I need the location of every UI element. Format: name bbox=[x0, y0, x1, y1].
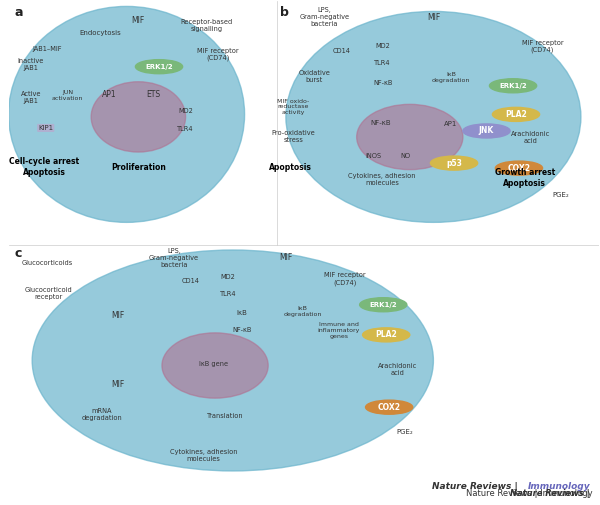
Text: Receptor-based
signalling: Receptor-based signalling bbox=[180, 19, 232, 32]
Text: IκB: IκB bbox=[236, 310, 247, 316]
Text: Nature Reviews |: Nature Reviews | bbox=[432, 482, 521, 491]
Text: iNOS: iNOS bbox=[365, 153, 381, 159]
Text: b: b bbox=[280, 7, 289, 19]
Ellipse shape bbox=[91, 82, 185, 152]
Text: MD2: MD2 bbox=[221, 274, 235, 280]
Text: TLR4: TLR4 bbox=[220, 291, 236, 296]
Text: p53: p53 bbox=[446, 159, 462, 168]
Text: JUN
activation: JUN activation bbox=[52, 90, 83, 101]
Text: a: a bbox=[14, 7, 23, 19]
Text: PLA2: PLA2 bbox=[505, 110, 527, 119]
Ellipse shape bbox=[136, 60, 182, 74]
Ellipse shape bbox=[8, 7, 245, 222]
Text: KIP1: KIP1 bbox=[38, 125, 53, 131]
Text: Nature Reviews |: Nature Reviews | bbox=[510, 488, 593, 497]
Text: mRNA
degradation: mRNA degradation bbox=[82, 408, 122, 421]
Text: Glucocorticoids: Glucocorticoids bbox=[21, 260, 73, 266]
Ellipse shape bbox=[365, 400, 413, 414]
Text: CD14: CD14 bbox=[181, 278, 199, 284]
Text: Immune and
inflammatory
genes: Immune and inflammatory genes bbox=[318, 322, 360, 339]
Text: Glucocorticoid
receptor: Glucocorticoid receptor bbox=[25, 287, 73, 300]
Text: MIF: MIF bbox=[111, 311, 124, 320]
Ellipse shape bbox=[162, 333, 268, 398]
Ellipse shape bbox=[496, 161, 542, 175]
Text: NF-κB: NF-κB bbox=[370, 120, 391, 126]
Text: Arachidonic
acid: Arachidonic acid bbox=[379, 363, 418, 376]
Text: MD2: MD2 bbox=[178, 108, 193, 114]
Ellipse shape bbox=[362, 328, 410, 342]
Text: Arachidonic
acid: Arachidonic acid bbox=[511, 131, 550, 144]
Text: LPS,
Gram-negative
bacteria: LPS, Gram-negative bacteria bbox=[299, 8, 349, 27]
Text: COX2: COX2 bbox=[377, 402, 401, 412]
Text: NF-κB: NF-κB bbox=[232, 327, 251, 333]
Text: Cell-cycle arrest
Apoptosis: Cell-cycle arrest Apoptosis bbox=[9, 158, 79, 177]
Text: Endocytosis: Endocytosis bbox=[79, 29, 121, 35]
Text: MIF: MIF bbox=[132, 16, 145, 25]
Text: IκB
degradation: IκB degradation bbox=[432, 72, 470, 83]
Text: TLR4: TLR4 bbox=[177, 126, 194, 132]
Text: MD2: MD2 bbox=[375, 42, 390, 48]
Text: Apoptosis: Apoptosis bbox=[269, 163, 312, 172]
Text: Pro-oxidative
stress: Pro-oxidative stress bbox=[272, 130, 316, 143]
Text: MIF: MIF bbox=[111, 380, 124, 388]
Text: NO: NO bbox=[400, 153, 410, 159]
Text: Cytokines, adhesion
molecules: Cytokines, adhesion molecules bbox=[349, 173, 416, 186]
Text: TLR4: TLR4 bbox=[374, 60, 391, 66]
Text: c: c bbox=[14, 247, 22, 261]
Text: PGE₂: PGE₂ bbox=[397, 429, 413, 435]
Text: Oxidative
burst: Oxidative burst bbox=[298, 70, 330, 83]
Text: MIF receptor
(CD74): MIF receptor (CD74) bbox=[522, 40, 563, 54]
Text: CD14: CD14 bbox=[333, 47, 351, 54]
Text: Nature Reviews | Immunology: Nature Reviews | Immunology bbox=[466, 488, 593, 497]
Text: Proliferation: Proliferation bbox=[111, 163, 166, 172]
Ellipse shape bbox=[493, 108, 539, 121]
Text: Growth arrest
Apoptosis: Growth arrest Apoptosis bbox=[495, 169, 555, 188]
Text: PLA2: PLA2 bbox=[376, 330, 397, 339]
Text: AP1: AP1 bbox=[101, 90, 116, 99]
Text: Active
JAB1: Active JAB1 bbox=[21, 91, 41, 105]
Text: PGE₂: PGE₂ bbox=[552, 192, 569, 198]
Text: ERK1/2: ERK1/2 bbox=[145, 64, 173, 70]
Text: IκB gene: IκB gene bbox=[199, 361, 229, 367]
Text: MIF: MIF bbox=[427, 13, 440, 22]
Ellipse shape bbox=[430, 156, 478, 170]
Text: MIF receptor
(CD74): MIF receptor (CD74) bbox=[197, 48, 239, 62]
Text: COX2: COX2 bbox=[508, 164, 530, 173]
Ellipse shape bbox=[490, 79, 536, 93]
Text: MIF oxido-
reductase
activity: MIF oxido- reductase activity bbox=[277, 98, 309, 115]
Ellipse shape bbox=[359, 298, 407, 312]
Text: Immunology: Immunology bbox=[528, 482, 590, 491]
Ellipse shape bbox=[463, 124, 510, 138]
Text: JNK: JNK bbox=[479, 126, 494, 135]
Text: Cytokines, adhesion
molecules: Cytokines, adhesion molecules bbox=[170, 449, 237, 463]
Text: NF-κB: NF-κB bbox=[374, 80, 393, 86]
Text: ERK1/2: ERK1/2 bbox=[370, 301, 397, 308]
Text: ERK1/2: ERK1/2 bbox=[499, 83, 527, 89]
Text: LPS,
Gram-negative
bacteria: LPS, Gram-negative bacteria bbox=[149, 247, 199, 268]
Ellipse shape bbox=[32, 250, 433, 471]
Text: ETS: ETS bbox=[146, 90, 160, 99]
Text: IκB
degradation: IκB degradation bbox=[283, 307, 322, 317]
Text: MIF receptor
(CD74): MIF receptor (CD74) bbox=[324, 272, 365, 286]
Text: JAB1–MIF: JAB1–MIF bbox=[32, 46, 62, 52]
Text: Translation: Translation bbox=[208, 413, 244, 419]
Text: AP1: AP1 bbox=[445, 121, 458, 127]
Ellipse shape bbox=[286, 12, 581, 222]
Text: Inactive
JAB1: Inactive JAB1 bbox=[18, 58, 44, 71]
Text: MIF: MIF bbox=[279, 253, 293, 262]
Ellipse shape bbox=[356, 105, 463, 170]
